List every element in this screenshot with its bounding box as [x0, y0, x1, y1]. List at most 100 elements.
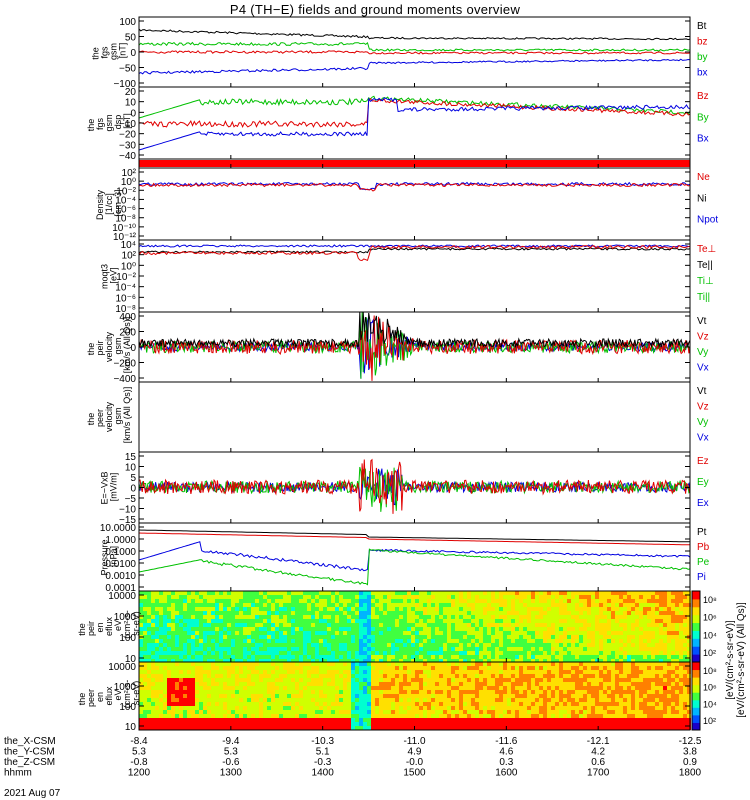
peir-spectrogram	[139, 591, 691, 663]
x-row-value: -9.4	[222, 736, 240, 747]
y-tick-label: 10²	[122, 251, 137, 262]
x-row-value: -8.4	[130, 736, 148, 747]
y-axis-label-line: [km/s (All Qs)]	[122, 317, 132, 374]
y-axis-label: the fgs gsm dsp [nT]	[86, 113, 132, 131]
series-vt	[138, 311, 691, 349]
series-pi	[138, 541, 691, 572]
y-tick-label: 0.1000	[105, 547, 136, 558]
y-axis-label-line: eflux	[104, 616, 114, 636]
x-row-value: 0.9	[683, 757, 697, 768]
colorbar-tick: 10⁸	[703, 666, 717, 676]
colorbar-tick: 10⁶	[703, 613, 717, 623]
y-tick-label: −20	[119, 130, 136, 141]
y-axis-label-line: [cm−3]	[113, 189, 123, 216]
legend-entry: Ti⊥	[697, 276, 714, 287]
x-row-label: the_Z-CSM	[4, 757, 55, 768]
chart-title: P4 (TH−E) fields and ground moments over…	[229, 2, 521, 17]
legend-entry: Vx	[697, 433, 709, 444]
y-tick-label: 10⁰	[121, 177, 136, 188]
x-row-value: -0.6	[222, 757, 240, 768]
legend-entry: Vx	[697, 363, 709, 374]
legend-entry: Ni	[697, 193, 706, 204]
x-row-label: the_Y-CSM	[4, 747, 55, 758]
y-axis-label-line: eV	[113, 689, 123, 700]
y-axis-label-line: (cm²-s-	[122, 610, 132, 639]
y-tick-label: 20	[125, 87, 137, 98]
y-axis-label-line: sr-eV)	[131, 611, 141, 636]
series-bz	[138, 50, 691, 55]
x-row-value: 4.2	[591, 747, 605, 758]
legend-entry: Vz	[697, 332, 709, 343]
y-tick-label: −200	[113, 359, 136, 370]
series-ez	[138, 458, 691, 514]
y-axis-label-line: peir	[95, 340, 105, 355]
y-tick-label: 100	[119, 17, 136, 28]
y-axis-label-line: [1/cc]	[104, 193, 114, 215]
panel-frame	[138, 167, 691, 241]
y-tick-label: −10	[119, 505, 136, 516]
y-tick-label: −50	[119, 64, 136, 75]
y-axis-label: the peer en eflux eV (cm²-s-sr-eV)	[77, 680, 141, 709]
y-tick-label: 10000	[108, 591, 136, 602]
y-tick-label: 15	[125, 452, 137, 463]
x-row-value: 5.3	[132, 747, 146, 758]
y-axis-label-line: sr-eV)	[131, 681, 141, 706]
y-tick-label: 10⁻²	[116, 186, 136, 197]
y-tick-label: 10⁻¹⁰	[112, 223, 136, 234]
y-tick-label: 10⁰	[121, 261, 136, 272]
legend-entry: Npot	[697, 215, 718, 226]
x-row-value: 0.6	[591, 757, 605, 768]
panel-frame	[138, 86, 691, 160]
series-tepar	[138, 247, 691, 254]
colorbar-label: [eV/(cm²-s-sr-eV) (All Qs)]	[736, 602, 747, 718]
series-dsp-bz	[139, 97, 691, 129]
x-row-value: 1200	[128, 768, 151, 779]
y-tick-label: 200	[119, 328, 136, 339]
y-tick-label: −30	[119, 140, 136, 151]
legend-entry: Ey	[697, 477, 709, 488]
y-tick-label: 1000	[114, 612, 137, 623]
y-tick-label: 10	[125, 654, 137, 665]
series-ne	[138, 182, 691, 192]
legend-entry: by	[697, 52, 708, 63]
x-row-label: hhmm	[4, 768, 32, 779]
x-row-value: 1700	[587, 768, 610, 779]
y-axis-label-line: Pressure	[100, 539, 110, 575]
y-tick-label: 400	[119, 312, 136, 323]
series-vz	[138, 315, 691, 381]
y-tick-label: 0	[130, 108, 136, 119]
y-axis-label-line: [km/s (All Qs)]	[122, 387, 132, 444]
x-row-value: -11.0	[403, 736, 425, 747]
series-dsp-bx	[138, 97, 691, 151]
legend-entry: Bx	[697, 134, 709, 145]
y-tick-label: −15	[119, 515, 136, 526]
y-axis-label-line: velocity	[104, 331, 114, 362]
colorbar	[691, 590, 701, 663]
y-axis-label: the peir velocity gsm [km/s (All Qs)]	[86, 317, 132, 374]
y-tick-label: 0	[130, 343, 136, 354]
colorbar	[691, 661, 701, 731]
y-axis-label-line: moqt3	[100, 264, 110, 289]
colorbar-tick: 10⁴	[703, 699, 717, 709]
legend-entry: Vt	[697, 386, 707, 397]
x-row-value: -10.3	[311, 736, 334, 747]
legend-entry: Bt	[697, 21, 707, 32]
y-tick-label: 10000	[108, 662, 136, 673]
x-row-value: 5.1	[316, 747, 330, 758]
legend-entry: Te||	[697, 260, 713, 271]
y-tick-label: 5	[130, 473, 136, 484]
colorbar-tick: 10⁸	[703, 595, 717, 605]
series-by	[138, 41, 691, 52]
y-tick-label: 10⁻⁶	[115, 205, 136, 216]
y-axis-label-line: [mV/m]	[109, 473, 119, 502]
y-tick-label: −400	[113, 374, 136, 385]
y-axis-label: E=−VxB [mV/m]	[100, 471, 119, 504]
y-axis-label-line: fgs	[100, 46, 110, 59]
colorbar-tick: 10⁴	[703, 630, 717, 640]
y-tick-label: −100	[113, 79, 136, 90]
y-axis-label-line: Density	[95, 189, 105, 220]
y-axis-label-line: [nPa]	[109, 546, 119, 567]
y-axis-label-line: peer	[95, 409, 105, 427]
y-axis-label-line: peir	[86, 621, 96, 636]
